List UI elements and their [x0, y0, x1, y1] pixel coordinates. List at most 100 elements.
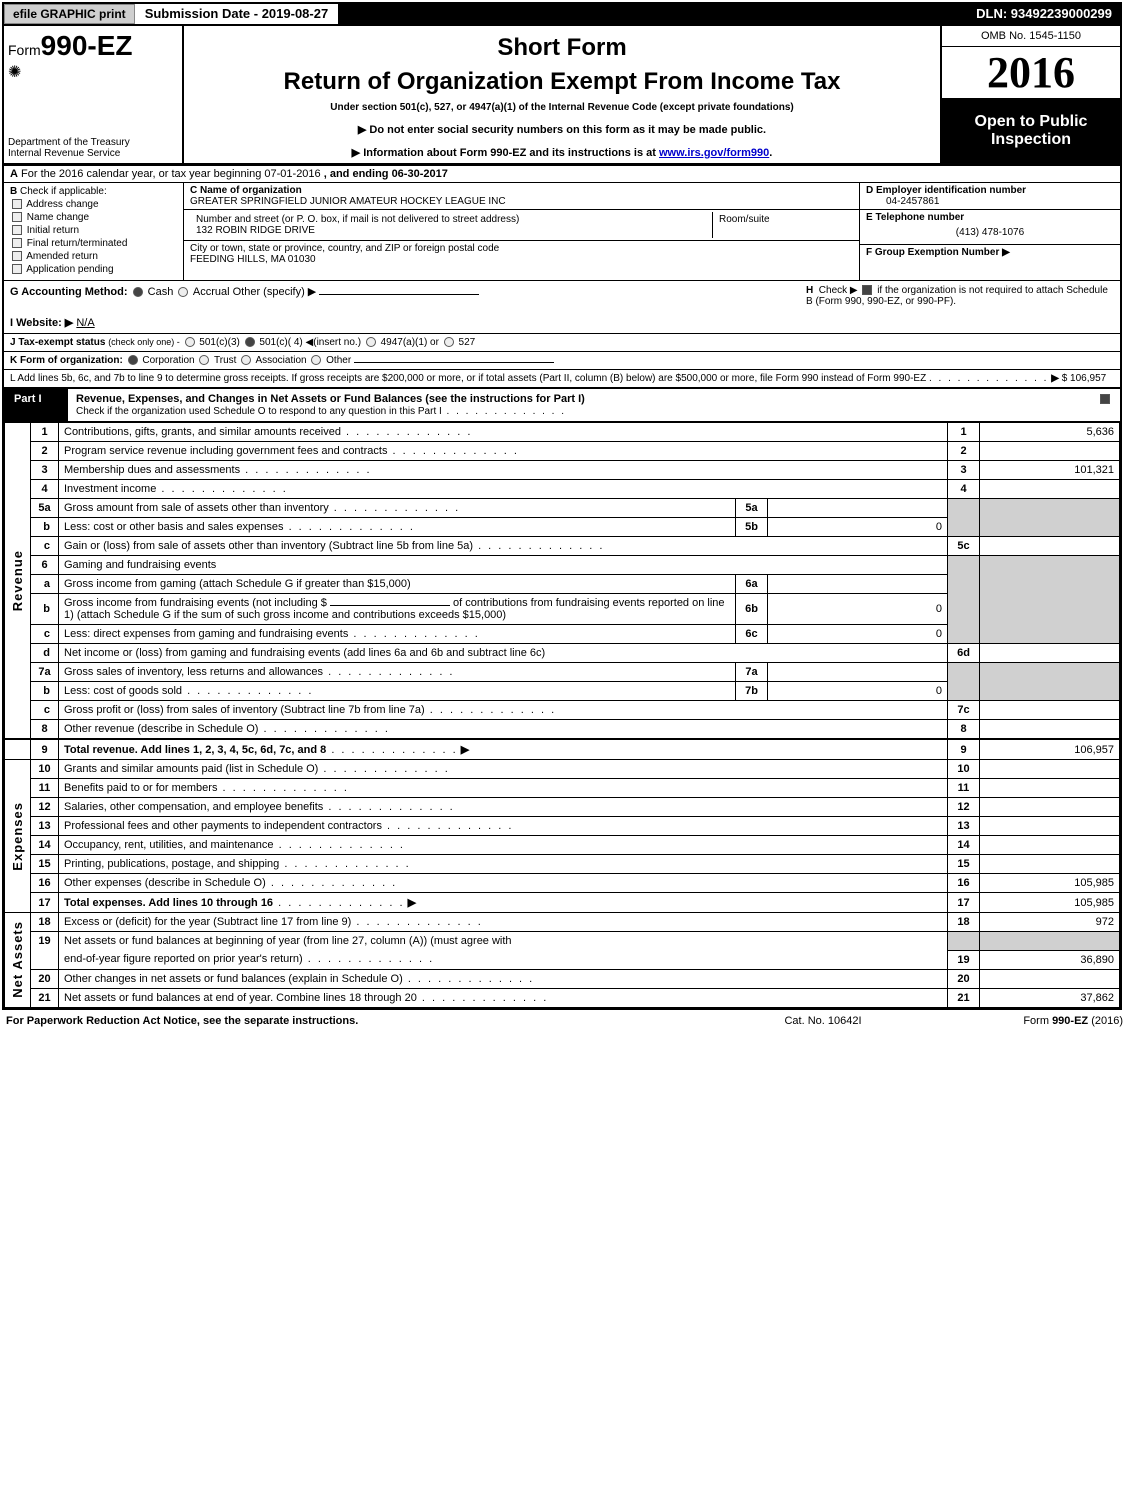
table-row: 20 Other changes in net assets or fund b…: [5, 969, 1120, 988]
netassets-sidelabel: Net Assets: [5, 913, 31, 1008]
table-row: c Gain or (loss) from sale of assets oth…: [5, 537, 1120, 556]
radio-4947[interactable]: [366, 337, 376, 347]
chk-schedule-o[interactable]: [1100, 394, 1110, 404]
dln-number: DLN: 93492239000299: [968, 4, 1120, 24]
table-row: Revenue 1 Contributions, gifts, grants, …: [5, 423, 1120, 442]
l-amount: $ 106,957: [1062, 373, 1107, 384]
org-name-label: C Name of organization: [190, 185, 302, 196]
line-num: 1: [31, 423, 59, 442]
chk-schedule-b[interactable]: [862, 285, 872, 295]
form-container: efile GRAPHIC print Submission Date - 20…: [2, 2, 1122, 1010]
info-link-line: ▶ Information about Form 990-EZ and its …: [192, 146, 932, 159]
street-value: 132 ROBIN RIDGE DRIVE: [196, 225, 315, 236]
main-title: Return of Organization Exempt From Incom…: [192, 68, 932, 96]
arrow-icon: ▶: [408, 897, 416, 909]
open-line1: Open to Public: [946, 113, 1116, 131]
part1-title-wrap: Revenue, Expenses, and Changes in Net As…: [68, 389, 1090, 421]
arrow-icon: ▶: [461, 744, 469, 756]
fundraising-amount-field[interactable]: [330, 605, 450, 606]
col-def: D Employer identification number 04-2457…: [860, 183, 1120, 280]
website-value: N/A: [76, 317, 94, 329]
short-form-title: Short Form: [192, 34, 932, 62]
chk-address-change[interactable]: Address change: [10, 199, 177, 210]
accrual-label: Accrual: [193, 286, 230, 298]
row-a-taxyear: A For the 2016 calendar year, or tax yea…: [4, 166, 1120, 183]
taxyear-end: , and ending 06-30-2017: [324, 168, 448, 180]
header-right: OMB No. 1545-1150 2016 Open to Public In…: [940, 26, 1120, 163]
form-prefix: Form: [8, 42, 41, 58]
radio-501c3[interactable]: [185, 337, 195, 347]
j-small: (check only one) -: [108, 337, 180, 347]
radio-other-org[interactable]: [311, 355, 321, 365]
efile-print-button[interactable]: efile GRAPHIC print: [4, 4, 135, 24]
label-b: B: [10, 186, 17, 197]
street-label: Number and street (or P. O. box, if mail…: [196, 214, 519, 225]
table-row: 6 Gaming and fundraising events: [5, 556, 1120, 575]
arrow-icon: ▶: [1002, 247, 1010, 258]
arrow-icon: ▶: [1051, 373, 1059, 384]
other-label: Other (specify) ▶: [233, 286, 317, 298]
footer: For Paperwork Reduction Act Notice, see …: [0, 1012, 1129, 1030]
room-label: Room/suite: [719, 214, 770, 225]
radio-association[interactable]: [241, 355, 251, 365]
j-o1: 501(c)(3): [199, 337, 240, 348]
org-name: GREATER SPRINGFIELD JUNIOR AMATEUR HOCKE…: [190, 196, 506, 207]
footer-catno: Cat. No. 10642I: [723, 1015, 923, 1027]
table-row: 2 Program service revenue including gove…: [5, 442, 1120, 461]
irs-link[interactable]: www.irs.gov/form990: [659, 147, 769, 159]
chk-amended-return[interactable]: Amended return: [10, 251, 177, 262]
col-b-checkboxes: B Check if applicable: Address change Na…: [4, 183, 184, 280]
part1-label: Part I: [4, 389, 68, 421]
table-row: 3 Membership dues and assessments 3 101,…: [5, 461, 1120, 480]
j-o2: 501(c)( 4) ◀(insert no.): [259, 337, 361, 348]
ssn-warning: ▶ Do not enter social security numbers o…: [192, 123, 932, 136]
form-number: 990-EZ: [41, 30, 133, 61]
table-row: 7a Gross sales of inventory, less return…: [5, 663, 1120, 682]
under-section: Under section 501(c), 527, or 4947(a)(1)…: [192, 102, 932, 113]
check-if-label: Check if applicable:: [20, 186, 107, 197]
table-row: end-of-year figure reported on prior yea…: [5, 950, 1120, 969]
table-row: Expenses 10 Grants and similar amounts p…: [5, 760, 1120, 779]
radio-corporation[interactable]: [128, 355, 138, 365]
ein-label: D Employer identification number: [866, 185, 1026, 196]
phone-label: E Telephone number: [866, 212, 964, 223]
other-org-field[interactable]: [354, 362, 554, 363]
radio-527[interactable]: [444, 337, 454, 347]
table-row: d Net income or (loss) from gaming and f…: [5, 644, 1120, 663]
radio-trust[interactable]: [199, 355, 209, 365]
other-specify-field[interactable]: [319, 294, 479, 295]
table-row: 13 Professional fees and other payments …: [5, 817, 1120, 836]
chk-application-pending[interactable]: Application pending: [10, 264, 177, 275]
label-i-website: I Website: ▶: [10, 317, 73, 329]
row-l: L Add lines 5b, 6c, and 7b to line 9 to …: [4, 370, 1120, 389]
treasury-seal-icon: ✺: [8, 62, 178, 82]
dept-line2: Internal Revenue Service: [8, 148, 178, 159]
radio-501c[interactable]: [245, 337, 255, 347]
city-value: FEEDING HILLS, MA 01030: [190, 254, 316, 265]
radio-accrual[interactable]: [178, 287, 188, 297]
chk-name-change[interactable]: Name change: [10, 212, 177, 223]
table-row: 21 Net assets or fund balances at end of…: [5, 988, 1120, 1007]
k-o2: Trust: [214, 355, 236, 366]
chk-final-return[interactable]: Final return/terminated: [10, 238, 177, 249]
chk-initial-return[interactable]: Initial return: [10, 225, 177, 236]
line-refnum: 1: [948, 423, 980, 442]
l-text: L Add lines 5b, 6c, and 7b to line 9 to …: [10, 373, 926, 384]
radio-cash[interactable]: [133, 287, 143, 297]
table-row: 4 Investment income 4: [5, 480, 1120, 499]
open-to-public: Open to Public Inspection: [942, 99, 1120, 163]
omb-number: OMB No. 1545-1150: [942, 26, 1120, 47]
table-row: 5a Gross amount from sale of assets othe…: [5, 499, 1120, 518]
h-check-text: Check ▶: [819, 285, 858, 296]
table-row: 12 Salaries, other compensation, and emp…: [5, 798, 1120, 817]
col-c-orginfo: C Name of organization GREATER SPRINGFIE…: [184, 183, 860, 280]
topbar-spacer: [340, 4, 968, 24]
table-row: c Gross profit or (loss) from sales of i…: [5, 701, 1120, 720]
table-row: 17 Total expenses. Add lines 10 through …: [5, 893, 1120, 913]
part1-title: Revenue, Expenses, and Changes in Net As…: [76, 393, 585, 405]
label-g: G Accounting Method:: [10, 286, 128, 298]
row-gh: G Accounting Method: Cash Accrual Other …: [4, 281, 1120, 334]
part1-table: Revenue 1 Contributions, gifts, grants, …: [4, 422, 1120, 1008]
label-j: J Tax-exempt status: [10, 337, 105, 348]
table-row: Net Assets 18 Excess or (deficit) for th…: [5, 913, 1120, 932]
